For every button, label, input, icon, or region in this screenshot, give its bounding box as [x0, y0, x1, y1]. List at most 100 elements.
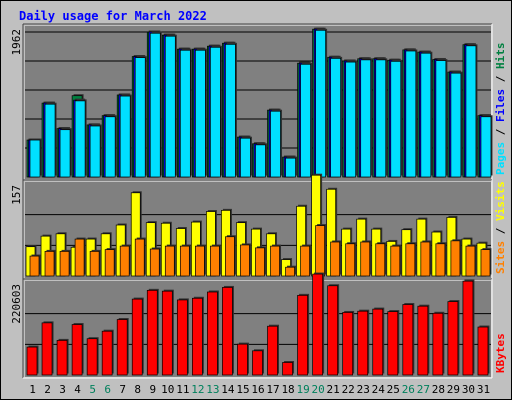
bar-sites-17 — [270, 245, 280, 277]
x-tick-label: 20 — [312, 383, 325, 396]
x-tick-label: 23 — [357, 383, 370, 396]
bar-kbytes-5 — [86, 338, 98, 376]
bar-kbytes-8 — [131, 298, 143, 376]
legend-sites: Sites — [494, 241, 507, 274]
bar-sites-7 — [119, 245, 130, 277]
bar-sites-12 — [195, 245, 205, 277]
bar-kbytes-16 — [252, 350, 263, 376]
chart-title: Daily usage for March 2022 — [19, 9, 207, 23]
bar-kbytes-18 — [282, 362, 293, 376]
bar-pages-31 — [480, 116, 492, 178]
x-tick-label: 9 — [149, 383, 156, 396]
bar-pages-1 — [29, 139, 41, 178]
legend-visits: Visits — [494, 181, 507, 221]
x-tick-label: 19 — [296, 383, 309, 396]
x-tick-label: 31 — [477, 383, 490, 396]
bar-sites-9 — [149, 248, 160, 277]
bar-sites-24 — [375, 243, 386, 277]
bar-pages-14 — [225, 43, 236, 178]
x-tick-label: 29 — [447, 383, 460, 396]
bar-kbytes-29 — [447, 301, 459, 376]
bar-pages-15 — [240, 137, 251, 178]
bar-sites-18 — [285, 266, 295, 277]
legend: Pages / Files / Hits — [494, 43, 507, 176]
hits-panel: 1962 Pages / Files / Hits — [10, 23, 507, 181]
bar-sites-3 — [59, 251, 70, 277]
bar-kbytes-31 — [477, 326, 489, 376]
bar-pages-24 — [375, 59, 387, 178]
bar-pages-29 — [450, 72, 462, 178]
bar-kbytes-11 — [176, 299, 188, 376]
x-tick-label: 30 — [462, 383, 475, 396]
bar-pages-26 — [405, 50, 417, 178]
bar-pages-20 — [315, 29, 326, 178]
x-tick-label: 27 — [417, 383, 430, 396]
bar-sites-30 — [465, 245, 476, 277]
kbytes-panel: 220603 KBytes — [10, 272, 507, 379]
x-tick-label: 24 — [372, 383, 386, 396]
bar-kbytes-20 — [312, 273, 323, 376]
bar-sites-15 — [240, 244, 250, 277]
bar-kbytes-27 — [417, 305, 429, 376]
bar-sites-2 — [44, 251, 55, 277]
x-tick-label: 14 — [221, 383, 235, 396]
x-tick-label: 28 — [432, 383, 445, 396]
legend-hits: Hits — [494, 43, 507, 70]
bar-pages-5 — [89, 125, 101, 178]
x-tick-label: 15 — [236, 383, 249, 396]
bar-kbytes-12 — [192, 297, 203, 376]
bar-kbytes-23 — [357, 310, 369, 376]
x-tick-label: 6 — [104, 383, 111, 396]
bar-sites-20 — [315, 225, 325, 277]
x-tick-label: 7 — [119, 383, 126, 396]
bar-pages-6 — [104, 116, 116, 178]
bar-kbytes-2 — [41, 322, 53, 376]
x-tick-label: 21 — [327, 383, 340, 396]
bar-pages-9 — [149, 32, 161, 178]
bar-pages-11 — [179, 49, 191, 178]
bar-pages-4 — [74, 100, 86, 178]
bar-pages-2 — [44, 103, 56, 178]
ymax-label: 220603 — [10, 284, 23, 324]
bar-sites-13 — [210, 245, 220, 277]
x-tick-label: 10 — [161, 383, 174, 396]
visits-panel: 157 Sites / Visits — [10, 173, 507, 280]
x-tick-label: 26 — [402, 383, 415, 396]
x-tick-label: 5 — [89, 383, 96, 396]
bar-sites-10 — [164, 245, 175, 277]
bar-kbytes-3 — [56, 340, 68, 376]
bar-pages-22 — [345, 61, 357, 178]
legend-separator: / — [494, 221, 507, 241]
x-tick-label: 1 — [29, 383, 36, 396]
x-tick-label: 16 — [251, 383, 264, 396]
bar-pages-21 — [330, 58, 341, 178]
x-tick-label: 4 — [74, 383, 81, 396]
x-tick-label: 25 — [387, 383, 400, 396]
ymax-label: 1962 — [10, 29, 23, 56]
bar-sites-21 — [330, 241, 340, 277]
bar-sites-8 — [134, 238, 145, 277]
x-tick-label: 8 — [134, 383, 141, 396]
legend-pages: Pages — [494, 142, 507, 175]
x-tick-label: 22 — [342, 383, 355, 396]
legend: Sites / Visits — [494, 181, 507, 274]
bar-kbytes-28 — [432, 312, 444, 376]
bar-pages-10 — [164, 35, 176, 178]
bar-sites-27 — [420, 241, 431, 277]
bar-kbytes-15 — [237, 343, 248, 376]
bar-sites-25 — [390, 245, 401, 277]
legend: KBytes — [494, 333, 507, 373]
bar-sites-26 — [405, 243, 416, 277]
bar-sites-14 — [225, 236, 235, 277]
bar-sites-11 — [179, 245, 190, 277]
bar-kbytes-14 — [222, 287, 233, 376]
bar-kbytes-6 — [101, 330, 113, 376]
x-tick-label: 2 — [44, 383, 51, 396]
bar-kbytes-21 — [327, 285, 338, 376]
legend-kbytes: KBytes — [494, 333, 507, 373]
bar-sites-19 — [300, 245, 310, 277]
bar-sites-1 — [29, 255, 40, 277]
x-tick-label: 11 — [176, 383, 189, 396]
x-tick-label: 17 — [266, 383, 279, 396]
bar-sites-6 — [104, 249, 115, 277]
